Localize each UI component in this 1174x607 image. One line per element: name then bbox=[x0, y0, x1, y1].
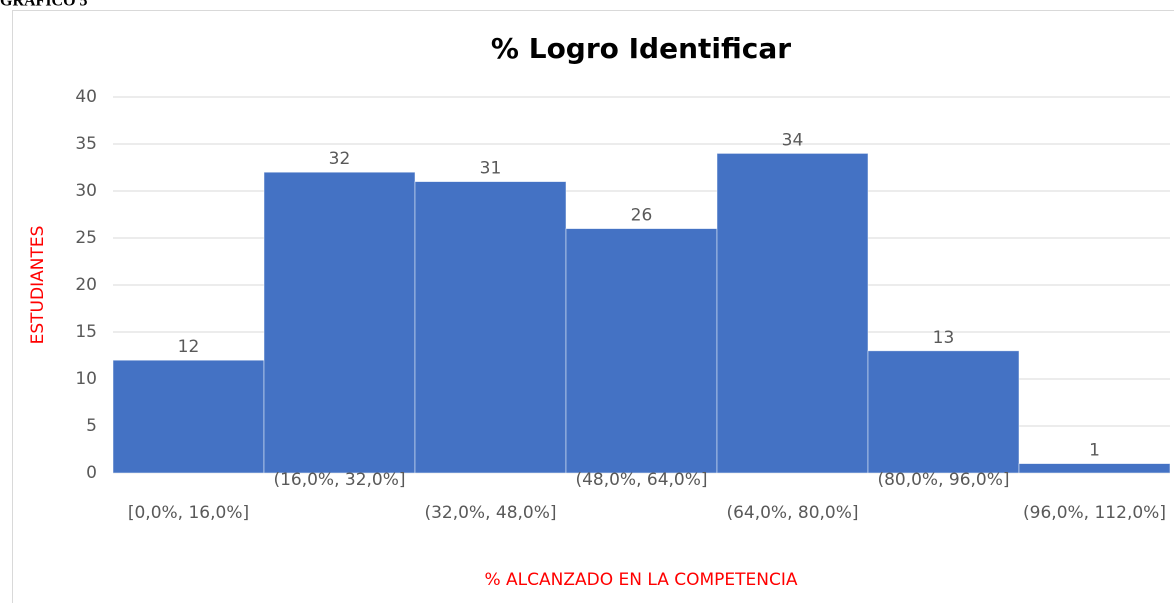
y-tick-label: 25 bbox=[75, 228, 97, 248]
y-tick-label: 10 bbox=[75, 369, 97, 389]
y-tick-label: 40 bbox=[75, 87, 97, 107]
heading: GRAFICO 5 bbox=[0, 0, 88, 10]
x-tick-label: (32,0%, 48,0%] bbox=[424, 503, 556, 523]
bar bbox=[566, 229, 717, 473]
data-label: 26 bbox=[631, 206, 653, 226]
bar bbox=[415, 182, 566, 473]
y-tick-label: 15 bbox=[75, 322, 97, 342]
x-tick-label: (96,0%, 112,0%] bbox=[1023, 503, 1166, 523]
bar bbox=[113, 360, 264, 473]
x-tick-label: (48,0%, 64,0%] bbox=[575, 470, 707, 490]
bar bbox=[1019, 464, 1170, 473]
data-label: 34 bbox=[782, 130, 804, 150]
data-label: 1 bbox=[1089, 441, 1100, 461]
x-tick-label: (16,0%, 32,0%] bbox=[273, 470, 405, 490]
y-axis-label: ESTUDIANTES bbox=[28, 226, 48, 345]
bar bbox=[264, 172, 415, 473]
bar bbox=[868, 351, 1019, 473]
y-tick-label: 20 bbox=[75, 275, 97, 295]
bar bbox=[717, 153, 868, 473]
y-tick-label: 35 bbox=[75, 134, 97, 154]
chart-title: % Logro Identificar bbox=[491, 32, 791, 65]
y-tick-label: 0 bbox=[86, 463, 97, 483]
data-label: 12 bbox=[178, 337, 200, 357]
y-tick-label: 5 bbox=[86, 416, 97, 436]
x-tick-label: (64,0%, 80,0%] bbox=[726, 503, 858, 523]
data-label: 32 bbox=[329, 149, 351, 169]
x-tick-label: (80,0%, 96,0%] bbox=[877, 470, 1009, 490]
data-label: 13 bbox=[933, 328, 955, 348]
data-label: 31 bbox=[480, 159, 502, 179]
x-tick-label: [0,0%, 16,0%] bbox=[128, 503, 249, 523]
x-axis-label: % ALCANZADO EN LA COMPETENCIA bbox=[484, 570, 797, 590]
y-tick-label: 30 bbox=[75, 181, 97, 201]
